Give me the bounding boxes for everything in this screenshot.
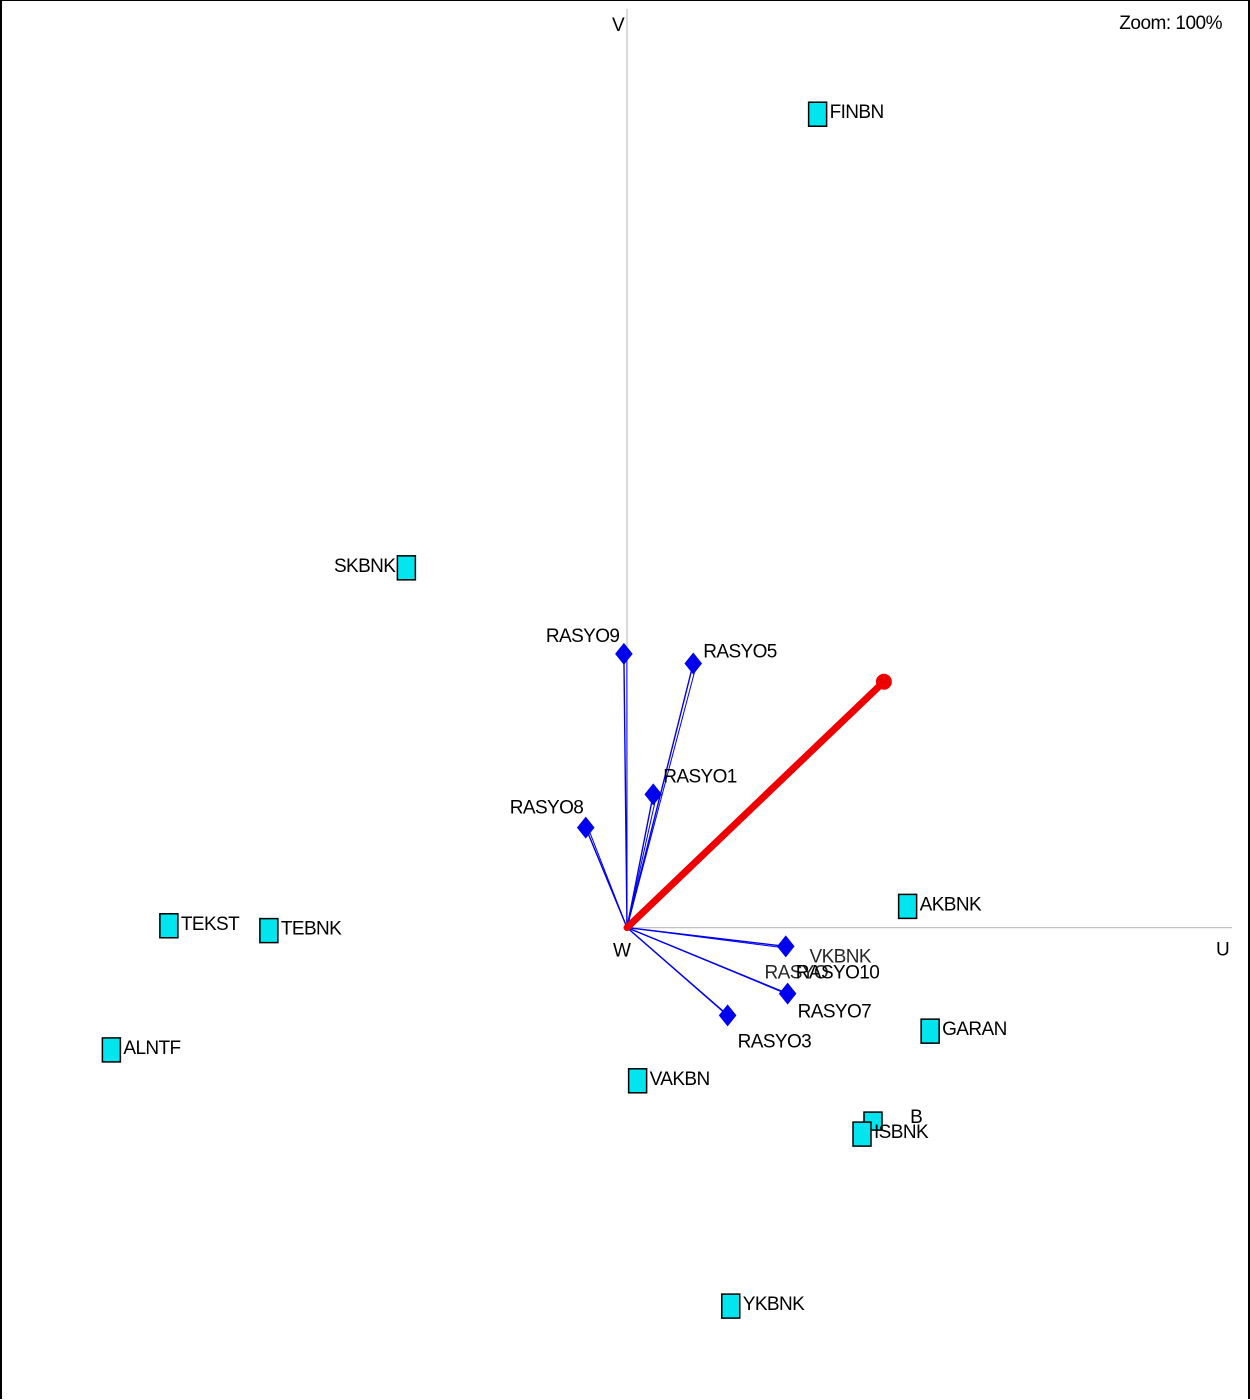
object-label-skbnk: SKBNK: [334, 556, 396, 577]
object-label-ykbnk: YKBNK: [743, 1294, 805, 1315]
object-marker-akbnk[interactable]: [899, 894, 917, 918]
variable-label-rasyo9: RASYO9: [546, 626, 620, 647]
object-marker-vakbn[interactable]: [629, 1069, 647, 1093]
object-label-tekst: TEKST: [181, 914, 240, 935]
v-axis-label: V: [612, 15, 625, 36]
object-label-finbn: FINBN: [830, 102, 884, 123]
variable-marker-rasyo8[interactable]: [577, 817, 595, 839]
variable-marker-rasyo5[interactable]: [684, 653, 702, 675]
object-marker-garan[interactable]: [921, 1019, 939, 1043]
object-marker-alntf[interactable]: [102, 1038, 120, 1062]
object-label-akbnk: AKBNK: [920, 894, 982, 915]
variable-label-rasyo3: RASYO3: [738, 1031, 812, 1052]
variable-marker-rasyo1[interactable]: [644, 783, 662, 805]
u-axis-label: U: [1216, 940, 1229, 961]
partial-label-b: B: [910, 1107, 922, 1128]
highlight-vector-line: [627, 682, 884, 928]
object-marker-finbn[interactable]: [809, 102, 827, 126]
variable-marker-rasyo10[interactable]: [777, 935, 795, 957]
variable-label-rasyo8: RASYO8: [510, 798, 584, 819]
object-marker-skbnk[interactable]: [397, 556, 415, 580]
variable-label-rasyo5: RASYO5: [703, 642, 777, 663]
object-marker-ykbnk[interactable]: [722, 1294, 740, 1318]
highlight-vector-handle[interactable]: [876, 674, 892, 690]
variable-label-rasyo7: RASYO7: [798, 1002, 872, 1023]
highlight-vector: [627, 674, 892, 928]
origin-label: W: [613, 941, 631, 962]
object-marker-tekst[interactable]: [160, 914, 178, 938]
vector-rasyo5-shadow: [627, 666, 696, 928]
object-marker-tebnk[interactable]: [260, 919, 278, 943]
variable-marker-rasyo7[interactable]: [779, 983, 797, 1005]
variable-vectors: RASYO9RASYO5RASYO1RASYO8RASYO10RASYO7RAS…: [510, 626, 879, 1053]
object-label-vakbn: VAKBN: [650, 1069, 710, 1090]
partial-label-vkbnk: VKBNK: [810, 947, 872, 968]
variable-marker-rasyo3[interactable]: [719, 1004, 737, 1026]
variable-label-rasyo1: RASYO1: [663, 766, 737, 787]
vector-rasyo3-shadow: [627, 928, 731, 1018]
vector-rasyo8-shadow: [589, 830, 627, 928]
object-label-garan: GARAN: [942, 1019, 1007, 1040]
object-marker-isbnk[interactable]: [853, 1122, 871, 1146]
object-points: FINBN SKBNK TEKST TEBNK ALNTF AKBNK GARAN VAKBN…: [102, 102, 1006, 1318]
object-label-alntf: ALNTF: [123, 1038, 180, 1059]
object-label-tebnk: TEBNK: [281, 919, 342, 940]
